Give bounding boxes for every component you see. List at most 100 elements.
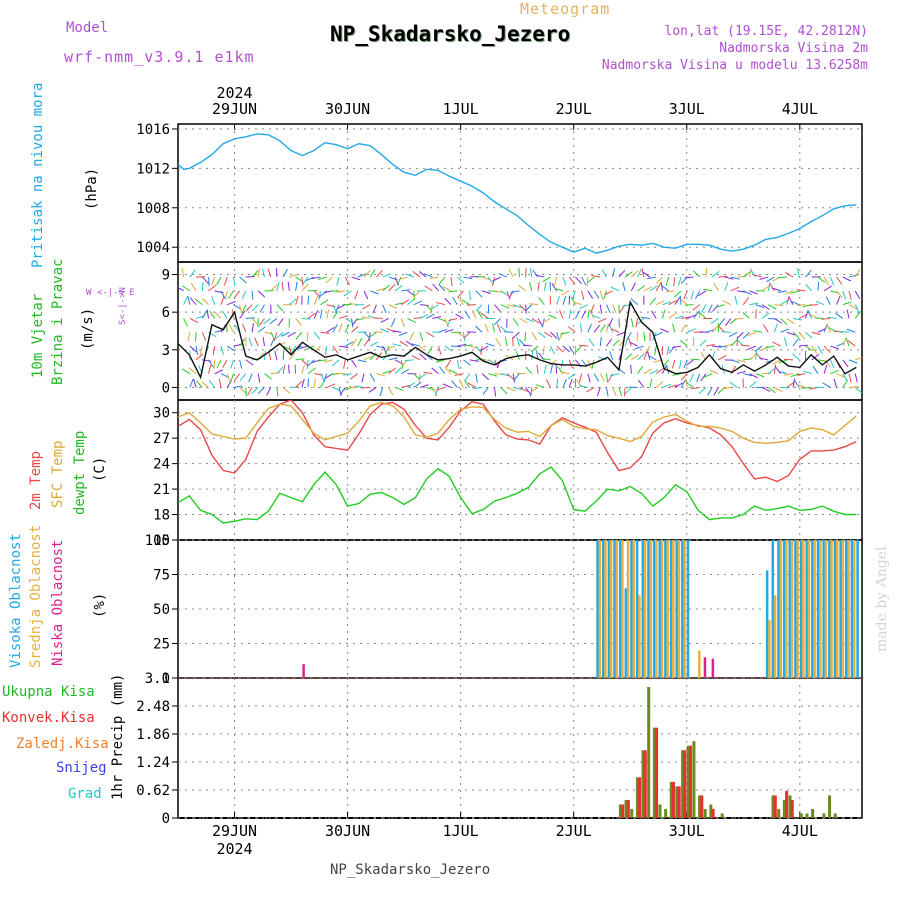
wind-arrow: [747, 345, 756, 350]
wind-arrow: [512, 373, 516, 383]
wind-compass-we: W <-|-> E: [86, 288, 135, 298]
wind-arrow: [554, 287, 564, 292]
wind-arrow: [405, 340, 414, 347]
lonlat-label: lon,lat (19.15E, 42.2812N): [664, 24, 869, 39]
wind-arrow: [680, 339, 688, 347]
wind-arrow: [336, 304, 346, 309]
wind-arrow: [550, 345, 555, 355]
wind-arrow: [665, 290, 675, 293]
precip-label-hail: Grad: [68, 786, 102, 802]
wind-arrow: [647, 276, 657, 280]
wind-arrow: [579, 323, 583, 333]
wind-arrow: [626, 332, 632, 341]
wind-arrow: [538, 297, 545, 305]
wind-arrow: [423, 371, 433, 375]
wind-arrow: [287, 331, 296, 338]
wind-arrow: [718, 355, 727, 361]
wind-arrow: [784, 373, 794, 376]
sfc-temp-line: [178, 401, 857, 445]
wind-arrow: [612, 387, 617, 396]
wind-arrow: [790, 290, 800, 294]
page-title: NP_Skadarsko_Jezero: [330, 22, 571, 46]
wind-arrow: [477, 310, 483, 319]
wind-arrow: [276, 304, 284, 312]
wind-arrow: [339, 345, 349, 349]
wind-arrow: [542, 276, 551, 283]
wind-arrow: [825, 296, 831, 305]
wind-arrow: [684, 276, 694, 279]
wind-arrow: [805, 345, 814, 352]
model-name: wrf-nmm_v3.9.1 e1km: [64, 48, 255, 66]
wind-arrow: [382, 370, 392, 375]
wind-arrow: [649, 369, 659, 375]
wind-arrow: [651, 310, 657, 319]
wind-arrow: [525, 387, 532, 396]
wind-arrow: [484, 323, 489, 333]
ytick-label-3-3: 75: [153, 568, 170, 584]
wind-arrow: [454, 373, 464, 376]
wind-arrow: [336, 276, 340, 286]
wind-arrow: [469, 290, 471, 300]
wind-arrow: [355, 385, 365, 388]
wind-arrow: [178, 353, 184, 360]
wind-arrow: [388, 357, 398, 361]
wind-arrow: [351, 325, 359, 333]
wind-arrow: [464, 310, 471, 319]
wind-arrow: [413, 300, 423, 306]
wind-arrow: [854, 311, 862, 319]
wind-arrow: [494, 387, 497, 397]
ytick-label-0-3: 1016: [136, 122, 170, 138]
wind-arrow: [457, 297, 464, 305]
wind-arrow: [753, 274, 763, 278]
high-cloud-bar: [647, 540, 650, 678]
wind-arrow: [721, 386, 731, 390]
wind-arrow: [827, 316, 837, 319]
top-day-label-2: 1JUL: [443, 100, 479, 118]
wind-arrow: [295, 380, 303, 388]
wind-arrow: [618, 387, 623, 397]
wind-arrow: [345, 341, 354, 347]
wind-arrow: [753, 329, 763, 333]
wind-arrow: [370, 290, 379, 295]
wind-arrow: [736, 359, 746, 363]
wind-arrow: [492, 276, 501, 282]
wind-arrow: [419, 353, 427, 361]
wind-arrow: [671, 323, 676, 333]
wind-arrow: [201, 281, 204, 291]
high-cloud-bar: [686, 540, 690, 678]
wind-arrow: [629, 341, 638, 347]
wind-arrow: [643, 351, 648, 361]
wind-arrow: [480, 312, 489, 319]
wind-arrow: [802, 370, 812, 375]
wind-arrow: [683, 290, 688, 300]
wind-arrow: [854, 387, 862, 394]
wind-arrow: [339, 387, 346, 396]
total-precip-bar: [828, 795, 832, 818]
wind-arrow: [254, 337, 259, 347]
wind-arrow: [543, 281, 547, 291]
wind-arrow: [749, 353, 757, 361]
mid-cloud-bar: [632, 540, 635, 678]
wind-arrow: [516, 337, 520, 347]
wind-arrow: [301, 283, 309, 292]
wind-arrow: [672, 373, 682, 376]
wind-arrow: [562, 295, 567, 305]
mid-cloud-bar: [649, 540, 652, 678]
wind-arrow: [355, 317, 365, 321]
wind-arrow: [232, 276, 236, 287]
wind-arrow: [239, 359, 243, 369]
wind-arrow: [351, 276, 361, 281]
wind-arrow: [792, 331, 800, 339]
wind-arrow: [846, 328, 856, 333]
wind-arrow: [854, 290, 861, 299]
wind-arrow: [568, 359, 573, 369]
wind-arrow: [822, 382, 831, 388]
total-precip-bar: [681, 750, 685, 818]
wind-arrow: [553, 276, 558, 286]
pressure-line: [178, 133, 857, 254]
wind-arrow: [742, 297, 750, 305]
high-cloud-bar: [601, 540, 605, 678]
wind-arrow: [189, 345, 197, 353]
wind-arrow: [276, 366, 284, 374]
ytick-label-1-3: 9: [162, 268, 170, 284]
